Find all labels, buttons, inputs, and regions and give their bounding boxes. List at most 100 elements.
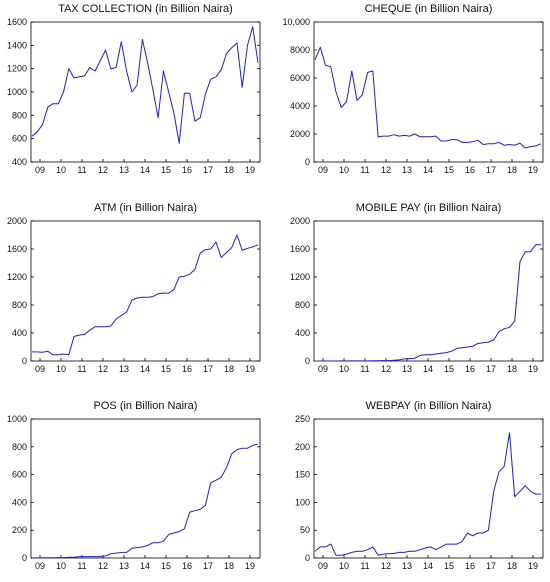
x-tick-label: 10 [56, 561, 66, 571]
x-tick-label: 12 [98, 364, 108, 374]
x-tick-label: 17 [486, 561, 496, 571]
x-tick-label: 09 [35, 561, 45, 571]
chart-panel-0: TAX COLLECTION (in Billion Naira) 400 600 8… [7, 3, 261, 175]
x-tick-label: 19 [245, 561, 255, 571]
y-tick-label: 2000 [290, 129, 310, 139]
x-tick-label: 09 [318, 561, 328, 571]
y-tick-label: 100 [295, 497, 310, 507]
x-tick-label: 19 [528, 561, 538, 571]
y-tick-label: 1600 [7, 17, 27, 27]
y-tick-label: 0 [305, 157, 310, 167]
y-tick-label: 0 [305, 356, 310, 366]
y-tick-label: 1400 [7, 40, 27, 50]
y-tick-label: 800 [12, 110, 27, 120]
y-tick-label: 200 [295, 442, 310, 452]
y-tick-label: 0 [22, 553, 27, 563]
x-tick-label: 16 [182, 165, 192, 175]
y-tick-label: 200 [12, 525, 27, 535]
chart-title: ATM (in Billion Naira) [94, 202, 197, 214]
x-tick-label: 16 [182, 364, 192, 374]
x-tick-label: 14 [140, 364, 150, 374]
x-tick-label: 19 [528, 165, 538, 175]
series-line [32, 234, 259, 356]
x-tick-label: 17 [486, 364, 496, 374]
y-tick-label: 1000 [7, 87, 27, 97]
x-tick-label: 16 [465, 561, 475, 571]
y-tick-label: 6000 [290, 73, 310, 83]
x-tick-label: 10 [339, 561, 349, 571]
x-tick-label: 11 [360, 561, 369, 571]
x-tick-label: 18 [507, 364, 517, 374]
y-tick-label: 1000 [7, 414, 27, 424]
x-tick-label: 11 [360, 165, 369, 175]
x-tick-label: 12 [381, 364, 391, 374]
y-tick-label: 1600 [7, 244, 27, 254]
y-tick-label: 250 [295, 414, 310, 424]
x-tick-label: 09 [318, 364, 328, 374]
y-tick-label: 400 [12, 157, 27, 167]
series-line [32, 443, 259, 559]
x-tick-label: 19 [245, 165, 255, 175]
y-tick-label: 10,000 [282, 17, 310, 27]
x-tick-label: 16 [465, 364, 475, 374]
x-tick-label: 15 [161, 165, 171, 175]
x-tick-label: 12 [381, 165, 391, 175]
x-tick-label: 12 [98, 561, 108, 571]
chart-panel-5: WEBPAY (in Billion Naira) 0 50 100 150 200 250… [295, 400, 544, 571]
x-tick-label: 15 [444, 165, 454, 175]
x-tick-label: 10 [56, 165, 66, 175]
x-tick-label: 13 [119, 165, 129, 175]
x-tick-label: 18 [224, 364, 234, 374]
chart-panel-2: ATM (in Billion Naira) 0 400 800 1200 1600 200… [7, 202, 261, 374]
x-tick-label: 15 [161, 364, 171, 374]
y-tick-label: 8000 [290, 45, 310, 55]
x-tick-label: 15 [444, 561, 454, 571]
x-tick-label: 19 [245, 364, 255, 374]
plot-frame [30, 418, 261, 559]
y-tick-label: 0 [22, 356, 27, 366]
x-tick-label: 14 [423, 364, 433, 374]
x-tick-label: 15 [161, 561, 171, 571]
y-tick-label: 1600 [290, 244, 310, 254]
chart-panel-4: POS (in Billion Naira) 0 200 400 600 800 1000 0… [7, 400, 261, 571]
x-tick-label: 16 [465, 165, 475, 175]
x-tick-label: 10 [339, 165, 349, 175]
series-line [314, 432, 541, 556]
x-tick-label: 09 [318, 165, 328, 175]
x-tick-label: 09 [35, 165, 45, 175]
x-tick-label: 10 [56, 364, 66, 374]
y-tick-label: 1200 [7, 272, 27, 282]
x-tick-label: 13 [119, 561, 129, 571]
plot-frame [313, 220, 544, 362]
x-tick-label: 14 [140, 561, 150, 571]
chart-title: CHEQUE (in Billion Naira) [365, 3, 493, 15]
x-tick-label: 18 [224, 165, 234, 175]
x-tick-label: 11 [360, 364, 369, 374]
x-tick-label: 18 [507, 165, 517, 175]
plot-frame [313, 418, 544, 559]
x-tick-label: 14 [140, 165, 150, 175]
chart-title: TAX COLLECTION (in Billion Naira) [58, 3, 233, 15]
x-tick-label: 18 [224, 561, 234, 571]
x-tick-label: 19 [528, 364, 538, 374]
series-line [31, 26, 259, 144]
y-tick-label: 4000 [290, 101, 310, 111]
x-tick-label: 12 [381, 561, 391, 571]
x-tick-label: 15 [444, 364, 454, 374]
y-tick-label: 400 [12, 497, 27, 507]
series-line [315, 244, 541, 362]
y-tick-label: 2000 [290, 216, 310, 226]
y-tick-label: 800 [295, 300, 310, 310]
y-tick-label: 1200 [7, 64, 27, 74]
x-tick-label: 13 [402, 561, 412, 571]
x-tick-label: 18 [507, 561, 517, 571]
y-tick-label: 600 [12, 470, 27, 480]
x-tick-label: 13 [119, 364, 129, 374]
x-tick-label: 17 [203, 165, 213, 175]
y-tick-label: 600 [12, 134, 27, 144]
y-tick-label: 1200 [290, 272, 310, 282]
y-tick-label: 0 [305, 553, 310, 563]
x-tick-label: 12 [98, 165, 108, 175]
